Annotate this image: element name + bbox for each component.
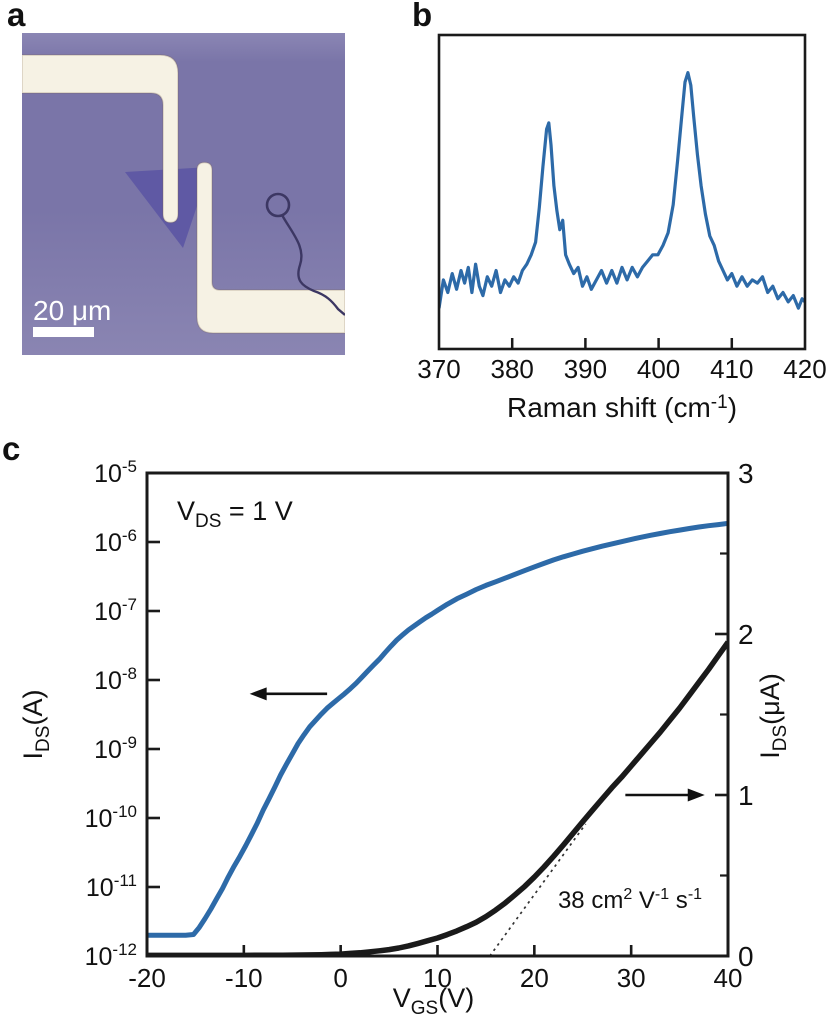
mobility-annotation: 38 cm2 V-1 s-1 bbox=[558, 886, 702, 914]
ids-a-axis-title: IDS(A) bbox=[18, 690, 54, 760]
ids-log-curve bbox=[147, 520, 728, 938]
vgs-axis-title: VGS(V) bbox=[393, 983, 474, 1019]
raman-plot-frame bbox=[437, 33, 807, 351]
raman-x-axis-title: Raman shift (cm-1) bbox=[507, 392, 737, 423]
micrograph-panel: 20 μm bbox=[21, 33, 346, 355]
ids-log-tick-label: 10-12 bbox=[85, 940, 137, 971]
transfer-plot-frame bbox=[145, 471, 730, 958]
mobility-fit-line bbox=[489, 823, 587, 957]
transfer-chart: -20 -10 0 10 20 30 4010-510-610-710-810-910-10… bbox=[18, 457, 791, 1019]
panel-b-label: b bbox=[412, 0, 433, 33]
ids-log-tick-label: 10-7 bbox=[94, 595, 137, 626]
wire-loop bbox=[265, 192, 291, 218]
raman-x-tick-label: 420 bbox=[783, 354, 826, 384]
ids-log-tick-label: 10-8 bbox=[94, 664, 137, 695]
raman-x-tick-label: 410 bbox=[710, 354, 753, 384]
panel-a-label: a bbox=[7, 0, 26, 33]
wire-tail bbox=[280, 214, 346, 316]
ids-log-tick-label: 10-9 bbox=[94, 733, 137, 764]
panel-c-label: c bbox=[2, 430, 21, 467]
electrode-bottom-right bbox=[196, 161, 346, 334]
scale-bar-text: 20 μm bbox=[33, 295, 111, 326]
scale-bar bbox=[33, 327, 94, 337]
ids-ua-axis-title: IDS(μA) bbox=[755, 673, 791, 758]
ids-ua-tick-label: 2 bbox=[738, 619, 754, 650]
vgs-tick-label: 0 bbox=[333, 963, 347, 993]
micrograph-image: 20 μm bbox=[21, 33, 346, 355]
raman-x-tick-label: 370 bbox=[417, 354, 460, 384]
ids-ua-tick-label: 1 bbox=[738, 780, 754, 811]
ids-log-tick-label: 10-10 bbox=[85, 802, 137, 833]
right-arrow-head bbox=[687, 788, 705, 802]
vds-annotation: VDS = 1 V bbox=[177, 496, 293, 532]
ids-ua-tick-label: 3 bbox=[738, 458, 754, 489]
ids-log-tick-label: 10-6 bbox=[94, 526, 137, 557]
vgs-tick-label: 10 bbox=[423, 963, 452, 993]
ids-log-tick-label: 10-11 bbox=[86, 871, 137, 902]
raman-x-tick-label: 380 bbox=[491, 354, 534, 384]
ids-log-tick-label: 10-5 bbox=[94, 457, 137, 488]
vgs-tick-label: -10 bbox=[225, 963, 263, 993]
raman-x-tick-label: 400 bbox=[637, 354, 680, 384]
vgs-tick-label: 20 bbox=[520, 963, 549, 993]
raman-curve bbox=[439, 71, 805, 310]
electrode-top-left bbox=[21, 54, 179, 224]
raman-x-tick-label: 390 bbox=[564, 354, 607, 384]
vgs-tick-label: 40 bbox=[714, 963, 743, 993]
left-arrow-head bbox=[249, 687, 267, 701]
raman-chart: 370 380 390 400 410 420 Raman shift (cm-1) bbox=[417, 33, 827, 423]
vgs-tick-label: 30 bbox=[617, 963, 646, 993]
vgs-tick-label: -20 bbox=[128, 963, 166, 993]
ids-ua-tick-label: 0 bbox=[738, 941, 754, 972]
